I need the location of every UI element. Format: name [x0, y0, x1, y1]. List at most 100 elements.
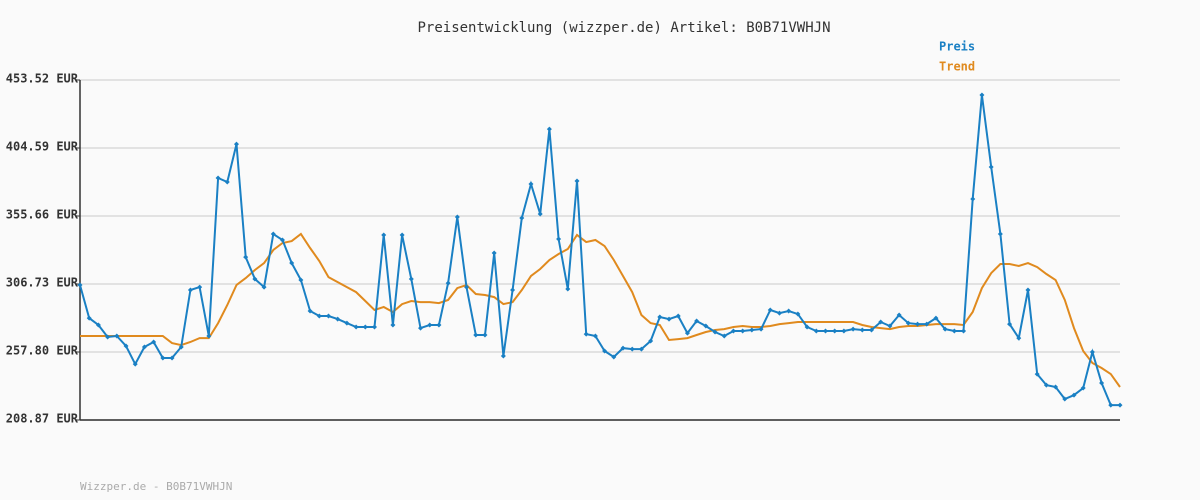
point-marker: [629, 346, 635, 352]
point-marker: [335, 316, 341, 322]
point-marker: [767, 307, 773, 313]
point-marker: [445, 280, 451, 286]
point-marker: [344, 320, 350, 326]
point-marker: [473, 332, 479, 338]
point-marker: [758, 326, 764, 332]
point-marker: [556, 236, 562, 242]
point-marker: [261, 284, 267, 290]
point-marker: [657, 314, 663, 320]
point-marker: [1043, 382, 1049, 388]
point-marker: [436, 322, 442, 328]
point-marker: [307, 308, 313, 314]
point-marker: [997, 231, 1003, 237]
point-marker: [970, 196, 976, 202]
point-marker: [528, 181, 534, 187]
point-marker: [1108, 402, 1114, 408]
point-marker: [178, 344, 184, 350]
point-marker: [933, 315, 939, 321]
point-marker: [353, 324, 359, 330]
point-marker: [519, 215, 525, 221]
point-marker: [408, 276, 414, 282]
point-marker: [565, 286, 571, 292]
point-marker: [1117, 402, 1123, 408]
point-marker: [694, 318, 700, 324]
point-marker: [896, 312, 902, 318]
point-marker: [546, 126, 552, 132]
point-marker: [316, 313, 322, 319]
point-marker: [187, 287, 193, 293]
point-marker: [1034, 371, 1040, 377]
point-marker: [666, 316, 672, 322]
point-marker: [252, 276, 258, 282]
point-marker: [951, 328, 957, 334]
point-marker: [648, 338, 654, 344]
point-marker: [1062, 396, 1068, 402]
point-marker: [510, 287, 516, 293]
point-marker: [362, 324, 368, 330]
footer: Wizzper.de - B0B71VWHJN: [80, 480, 232, 493]
point-marker: [500, 353, 506, 359]
point-marker: [270, 231, 276, 237]
point-marker: [233, 141, 239, 147]
point-marker: [859, 327, 865, 333]
point-marker: [832, 328, 838, 334]
point-marker: [151, 339, 157, 345]
point-marker: [279, 237, 285, 243]
point-marker: [206, 333, 212, 339]
point-marker: [141, 344, 147, 350]
series-line: [80, 232, 1121, 388]
y-tick-label: 355.66 EUR: [6, 208, 79, 222]
point-marker: [289, 260, 295, 266]
point-marker: [454, 214, 460, 220]
point-marker: [160, 355, 166, 361]
point-marker: [942, 326, 948, 332]
point-marker: [611, 354, 617, 360]
point-marker: [427, 322, 433, 328]
point-marker: [638, 346, 644, 352]
point-marker: [1025, 287, 1031, 293]
point-marker: [712, 329, 718, 335]
point-marker: [86, 315, 92, 321]
y-tick-label: 257.80 EUR: [6, 344, 79, 358]
point-marker: [749, 327, 755, 333]
point-marker: [905, 320, 911, 326]
y-tick-label: 453.52 EUR: [6, 72, 79, 86]
point-marker: [381, 232, 387, 238]
point-marker: [979, 92, 985, 98]
point-marker: [105, 334, 111, 340]
point-marker: [602, 348, 608, 354]
point-marker: [114, 333, 120, 339]
point-marker: [418, 325, 424, 331]
point-marker: [850, 326, 856, 332]
point-marker: [399, 232, 405, 238]
point-marker: [1016, 335, 1022, 341]
point-marker: [813, 328, 819, 334]
point-marker: [464, 284, 470, 290]
point-marker: [684, 330, 690, 336]
point-marker: [132, 361, 138, 367]
point-marker: [197, 284, 203, 290]
point-marker: [869, 327, 875, 333]
point-marker: [721, 333, 727, 339]
point-marker: [1053, 384, 1059, 390]
y-tick-label: 306.73 EUR: [6, 276, 79, 290]
y-tick-label: 404.59 EUR: [6, 140, 79, 154]
point-marker: [703, 323, 709, 329]
point-marker: [1089, 349, 1095, 355]
point-marker: [915, 321, 921, 327]
point-marker: [795, 311, 801, 317]
point-marker: [1080, 385, 1086, 391]
point-marker: [1071, 392, 1077, 398]
point-marker: [740, 328, 746, 334]
point-marker: [961, 328, 967, 334]
point-marker: [95, 322, 101, 328]
point-marker: [537, 211, 543, 217]
point-marker: [1099, 380, 1105, 386]
point-marker: [325, 313, 331, 319]
y-tick-label: 208.87 EUR: [6, 412, 79, 426]
point-marker: [878, 319, 884, 325]
point-marker: [482, 332, 488, 338]
point-marker: [620, 345, 626, 351]
